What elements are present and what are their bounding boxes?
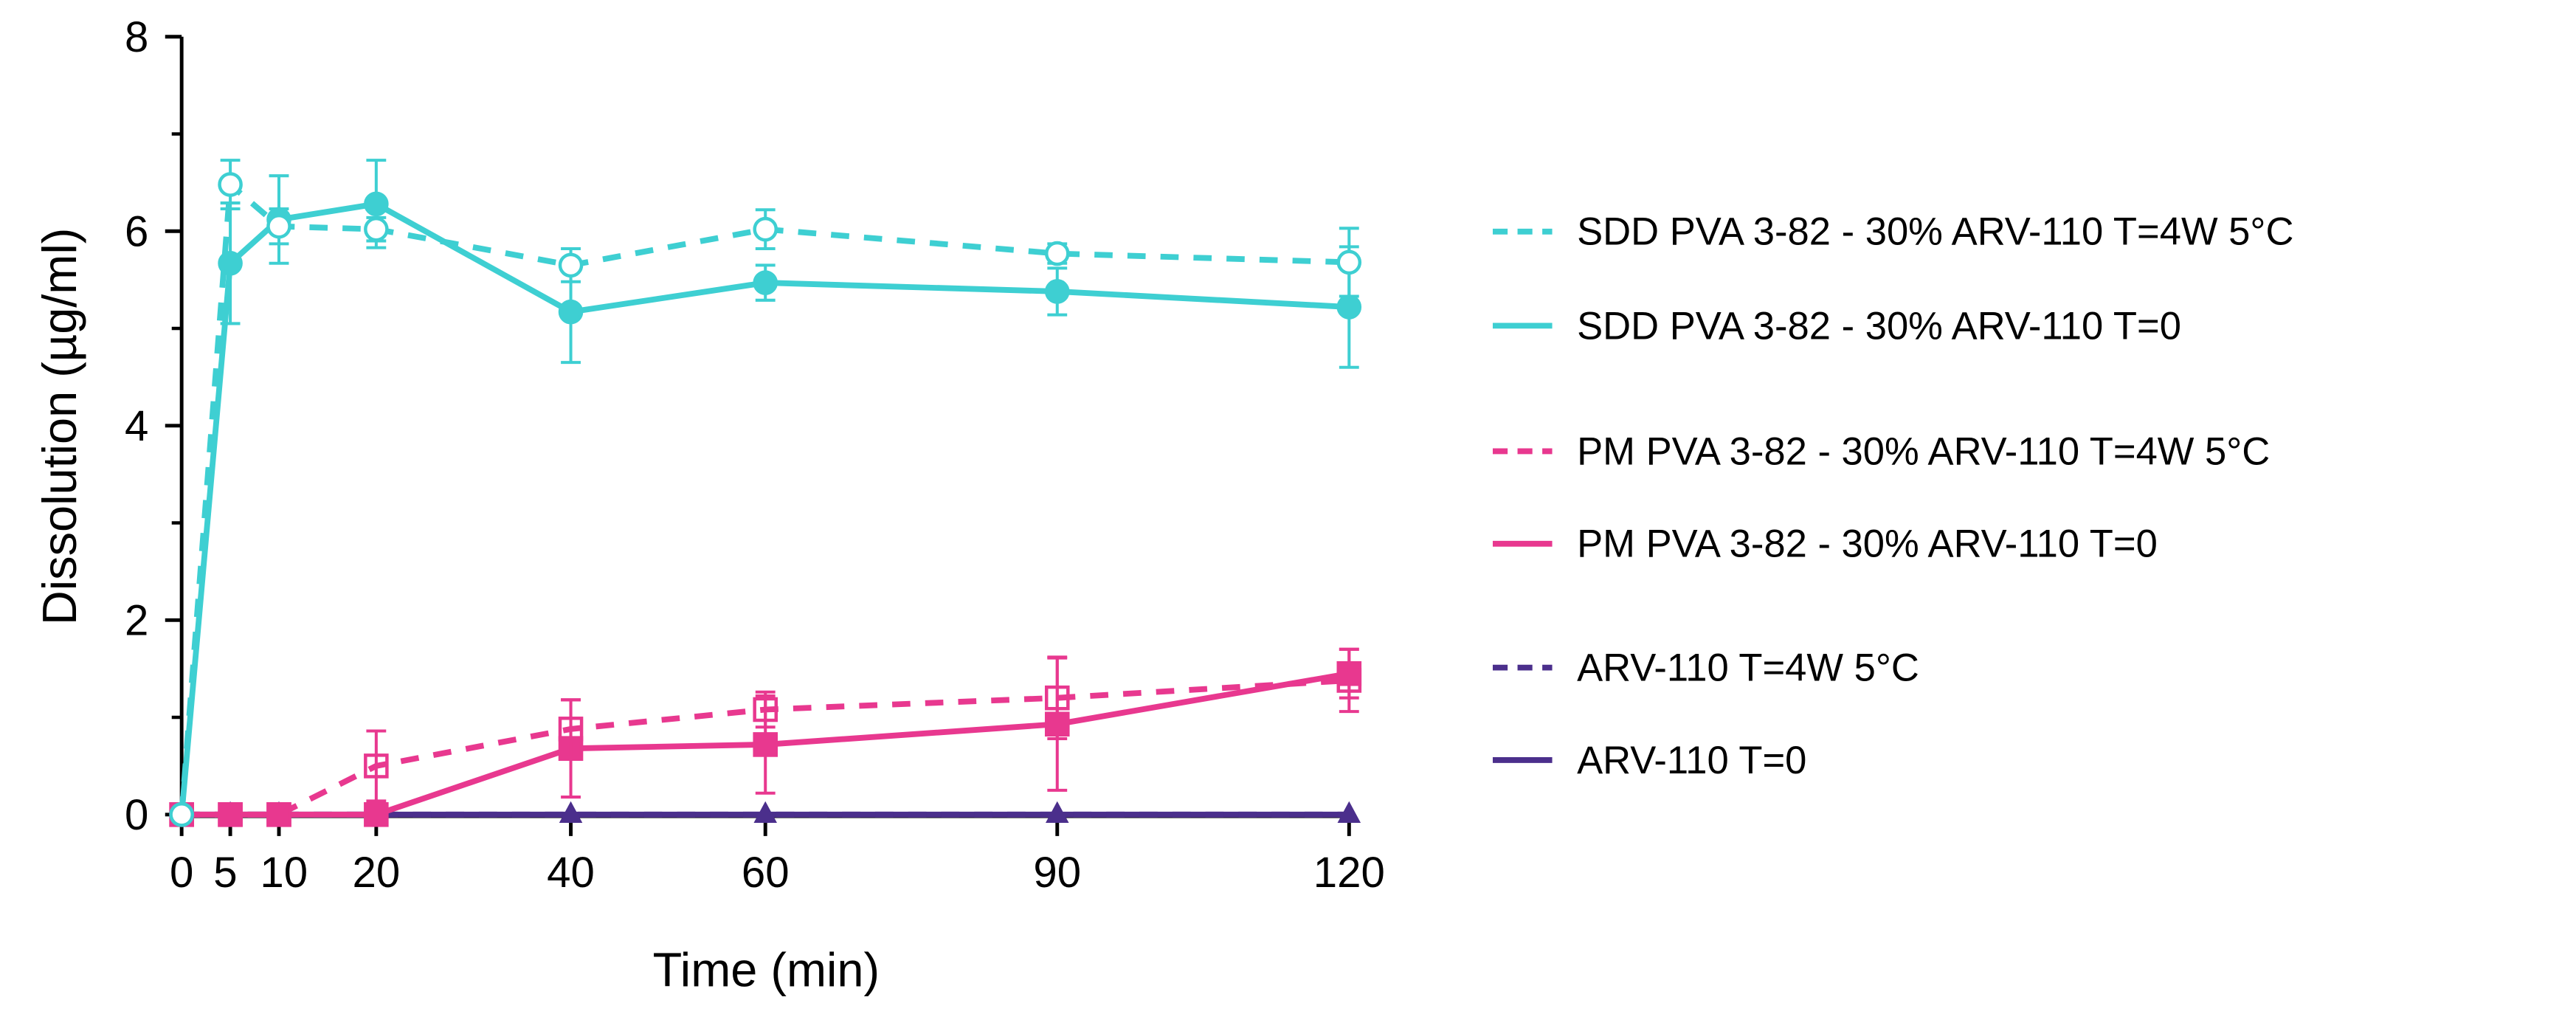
- data-point: [753, 801, 777, 823]
- data-point: [218, 801, 243, 827]
- data-point: [218, 172, 243, 197]
- data-point: [558, 717, 584, 742]
- data-point: [1336, 668, 1362, 693]
- y-tick-label: 6: [125, 207, 148, 255]
- series-2: [169, 647, 1362, 827]
- legend-label: ARV-110 T=4W 5°C: [1577, 646, 1919, 690]
- y-ticks: 0 2 4 6 8: [125, 13, 182, 839]
- series-line: [182, 677, 1350, 818]
- data-point: [1046, 801, 1069, 823]
- data-point: [1044, 241, 1070, 266]
- y-axis-label: Dissolution (µg/ml): [32, 228, 86, 625]
- data-point: [753, 697, 778, 722]
- legend-item: SDD PVA 3-82 - 30% ARV-110 T=4W 5°C: [1492, 210, 2293, 254]
- series-group: [169, 159, 1362, 827]
- data-point: [364, 216, 389, 242]
- x-tick-label: 60: [742, 849, 790, 897]
- legend-label: PM PVA 3-82 - 30% ARV-110 T=4W 5°C: [1577, 430, 2270, 473]
- x-tick-label: 10: [260, 849, 308, 897]
- x-tick-label: 40: [547, 849, 595, 897]
- series-3: [169, 647, 1362, 827]
- legend-label: SDD PVA 3-82 - 30% ARV-110 T=0: [1577, 304, 2181, 348]
- data-point: [753, 270, 778, 295]
- x-tick-label: 120: [1313, 849, 1385, 897]
- data-point: [1336, 249, 1362, 275]
- data-point: [1044, 685, 1070, 711]
- data-point: [753, 216, 778, 242]
- data-point: [266, 213, 291, 239]
- x-axis-label: Time (min): [653, 943, 880, 997]
- data-point: [218, 250, 243, 276]
- data-point: [364, 801, 389, 827]
- data-point: [1044, 279, 1070, 304]
- data-point: [364, 191, 389, 217]
- x-tick-label: 5: [213, 849, 237, 897]
- data-point: [753, 732, 778, 757]
- series-0: [169, 159, 1362, 827]
- x-tick-label: 20: [352, 849, 400, 897]
- x-tick-label: 0: [170, 849, 193, 897]
- legend-item: ARV-110 T=0: [1492, 739, 1806, 782]
- legend-label: SDD PVA 3-82 - 30% ARV-110 T=4W 5°C: [1577, 210, 2293, 254]
- data-point: [266, 801, 291, 827]
- x-ticks: 0 5 10 20 40 60 90 120: [170, 816, 1385, 897]
- legend-item: PM PVA 3-82 - 30% ARV-110 T=4W 5°C: [1492, 430, 2270, 473]
- y-tick-label: 4: [125, 402, 148, 450]
- data-point: [1337, 801, 1361, 823]
- legend-item: SDD PVA 3-82 - 30% ARV-110 T=0: [1492, 304, 2181, 348]
- y-tick-label: 8: [125, 13, 148, 61]
- data-point: [169, 801, 194, 827]
- legend-item: ARV-110 T=4W 5°C: [1492, 646, 1919, 690]
- y-tick-label: 2: [125, 596, 148, 644]
- y-tick-label: 0: [125, 791, 148, 839]
- data-point: [559, 801, 583, 823]
- data-point: [266, 801, 291, 827]
- data-point: [558, 299, 584, 325]
- data-point: [558, 252, 584, 278]
- legend-label: PM PVA 3-82 - 30% ARV-110 T=0: [1577, 522, 2158, 566]
- legend: SDD PVA 3-82 - 30% ARV-110 T=4W 5°C SDD P…: [1492, 210, 2293, 782]
- data-point: [1336, 294, 1362, 320]
- legend-item: PM PVA 3-82 - 30% ARV-110 T=0: [1492, 522, 2158, 566]
- legend-label: ARV-110 T=0: [1577, 739, 1806, 782]
- data-point: [364, 753, 389, 779]
- x-tick-label: 90: [1033, 849, 1081, 897]
